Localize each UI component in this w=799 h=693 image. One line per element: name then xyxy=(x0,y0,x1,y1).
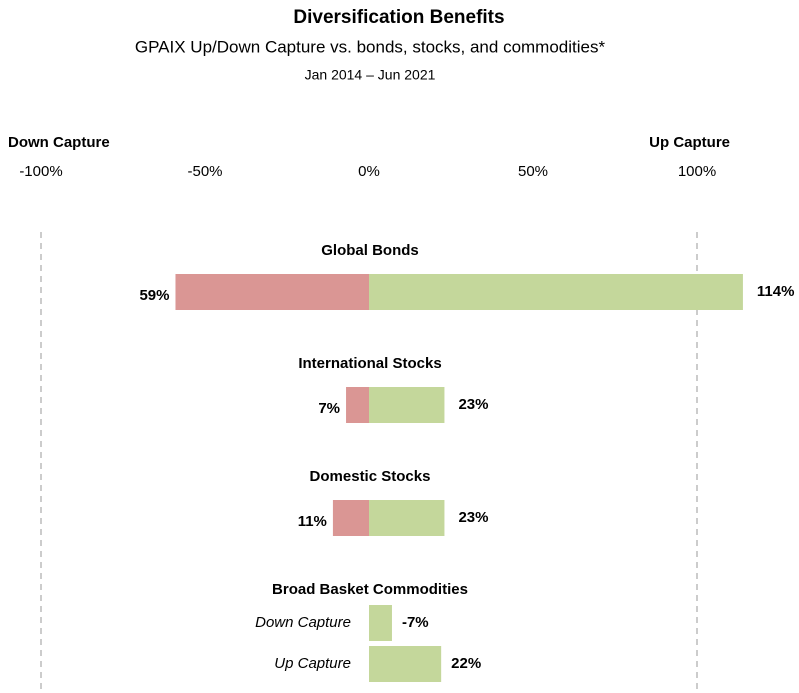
category-label: International Stocks xyxy=(298,355,441,372)
value-label: 23% xyxy=(458,396,488,413)
bar xyxy=(369,387,445,423)
x-tick-label: -50% xyxy=(187,163,222,180)
x-tick-label: -100% xyxy=(19,163,62,180)
bar xyxy=(369,274,743,310)
period: Jan 2014 – Jun 2021 xyxy=(305,67,436,83)
value-label: 23% xyxy=(458,509,488,526)
x-tick-label: 0% xyxy=(358,163,380,180)
left-axis-label: Down Capture xyxy=(8,134,110,151)
value-label: 114% xyxy=(757,283,795,300)
bar xyxy=(346,387,369,423)
x-tick-label: 100% xyxy=(678,163,716,180)
category-label: Domestic Stocks xyxy=(310,468,431,485)
category-label: Global Bonds xyxy=(321,242,419,259)
series-label: Up Capture xyxy=(274,655,351,672)
bar xyxy=(175,274,369,310)
value-label: -7% xyxy=(402,614,429,631)
x-tick-label: 50% xyxy=(518,163,548,180)
bar xyxy=(332,500,369,536)
chart-subtitle: GPAIX Up/Down Capture vs. bonds, stocks,… xyxy=(135,37,606,56)
bar xyxy=(369,646,442,682)
bar xyxy=(369,605,392,641)
value-label: 22% xyxy=(451,655,481,672)
series-label: Down Capture xyxy=(255,614,351,631)
value-label: 11% xyxy=(298,513,327,530)
chart-title: Diversification Benefits xyxy=(293,7,504,28)
value-label: 7% xyxy=(318,400,340,417)
right-axis-label: Up Capture xyxy=(649,134,730,151)
category-label: Broad Basket Commodities xyxy=(272,581,468,598)
bar xyxy=(369,500,445,536)
value-label: 59% xyxy=(139,287,169,304)
